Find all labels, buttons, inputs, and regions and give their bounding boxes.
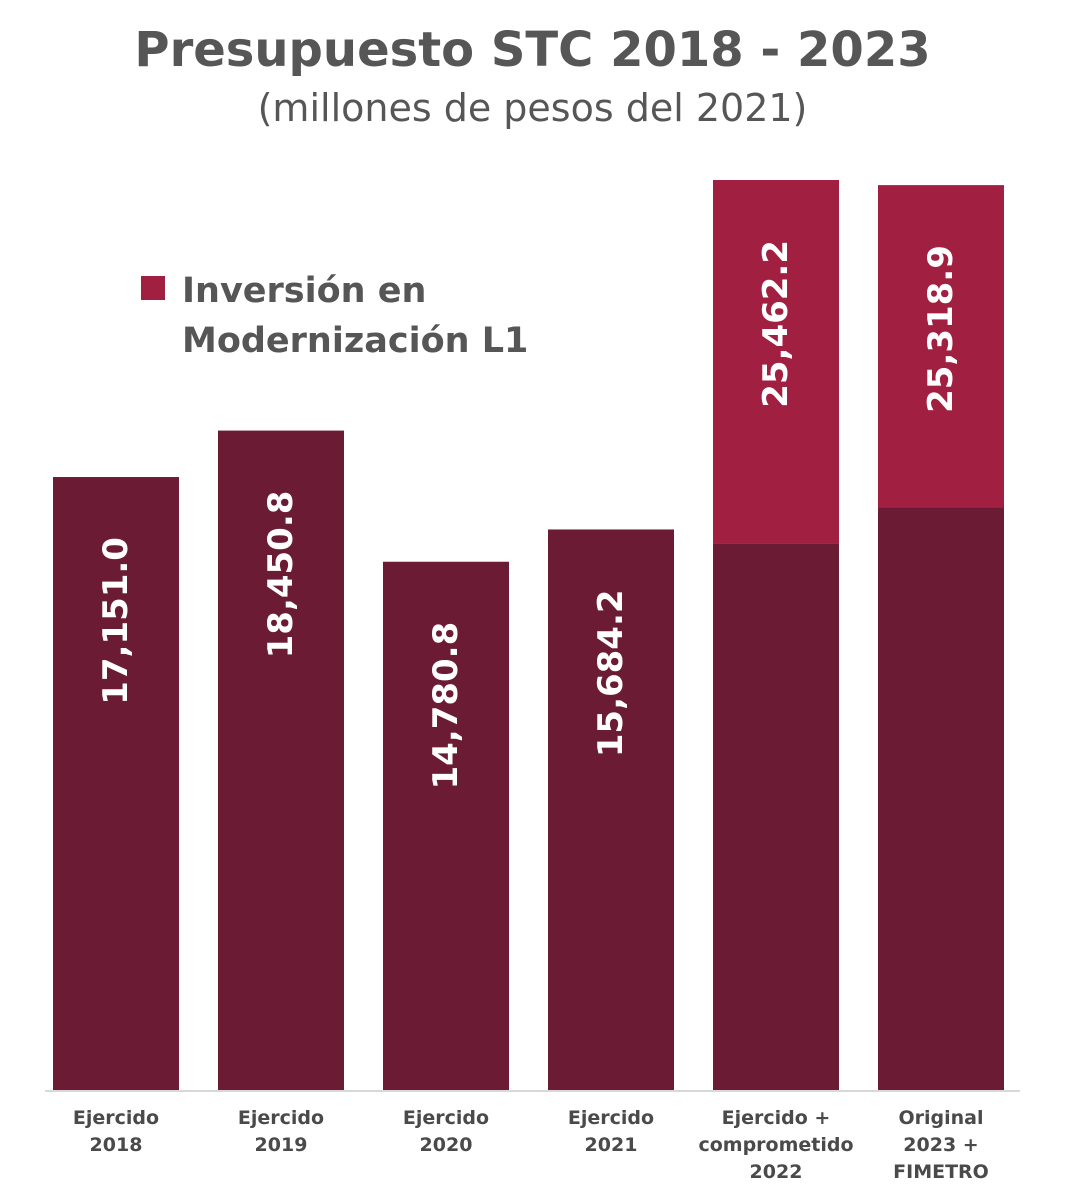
bar-value-label: 25,462.2 bbox=[756, 240, 796, 408]
bar-segment-base bbox=[53, 477, 179, 1090]
category-label: 2018 bbox=[90, 1134, 143, 1156]
bar-value-label: 15,684.2 bbox=[591, 589, 631, 757]
chart-subtitle: (millones de pesos del 2021) bbox=[257, 86, 808, 130]
bar-segment-inversion bbox=[878, 185, 1004, 508]
category-label: Ejercido + bbox=[722, 1107, 831, 1129]
bar-value-label: 14,780.8 bbox=[426, 622, 466, 790]
category-label: 2023 + bbox=[903, 1134, 978, 1156]
bar-segment-base bbox=[383, 561, 509, 1090]
bar-segment-base bbox=[218, 430, 344, 1091]
legend: Inversión en Modernización L1 bbox=[141, 271, 528, 361]
category-label: 2021 bbox=[585, 1134, 638, 1156]
bar-segment-base bbox=[548, 529, 674, 1090]
bar-value-label: 18,450.8 bbox=[261, 491, 301, 659]
category-labels: Ejercido 2018 Ejercido 2019 Ejercido 2020 Ejer… bbox=[73, 1107, 989, 1183]
legend-label-line: Inversión en bbox=[182, 271, 426, 311]
category-label: Ejercido bbox=[73, 1107, 159, 1129]
category-label: Ejercido bbox=[238, 1107, 324, 1129]
legend-label: Inversión en Modernización L1 bbox=[182, 271, 528, 361]
bar-segment-base bbox=[878, 507, 1004, 1090]
bars-group: 17,151.0 18,450.8 14,780.8 15,684.2 25,462.2… bbox=[53, 180, 1004, 1091]
category-label: comprometido bbox=[698, 1134, 853, 1156]
category-label: 2019 bbox=[255, 1134, 308, 1156]
bar-value-label: 17,151.0 bbox=[96, 537, 136, 705]
category-label: 2020 bbox=[420, 1134, 473, 1156]
category-label: FIMETRO bbox=[893, 1161, 989, 1183]
category-label: Ejercido bbox=[568, 1107, 654, 1129]
chart-title: Presupuesto STC 2018 - 2023 bbox=[134, 22, 931, 78]
category-label: Original bbox=[898, 1107, 983, 1129]
legend-label-line: Modernización L1 bbox=[182, 321, 528, 361]
bar-value-label: 25,318.9 bbox=[921, 245, 961, 413]
category-label: Ejercido bbox=[403, 1107, 489, 1129]
bar-segment-inversion bbox=[713, 180, 839, 544]
legend-swatch bbox=[141, 276, 165, 300]
category-label: 2022 bbox=[750, 1161, 803, 1183]
bar-segment-base bbox=[713, 543, 839, 1090]
